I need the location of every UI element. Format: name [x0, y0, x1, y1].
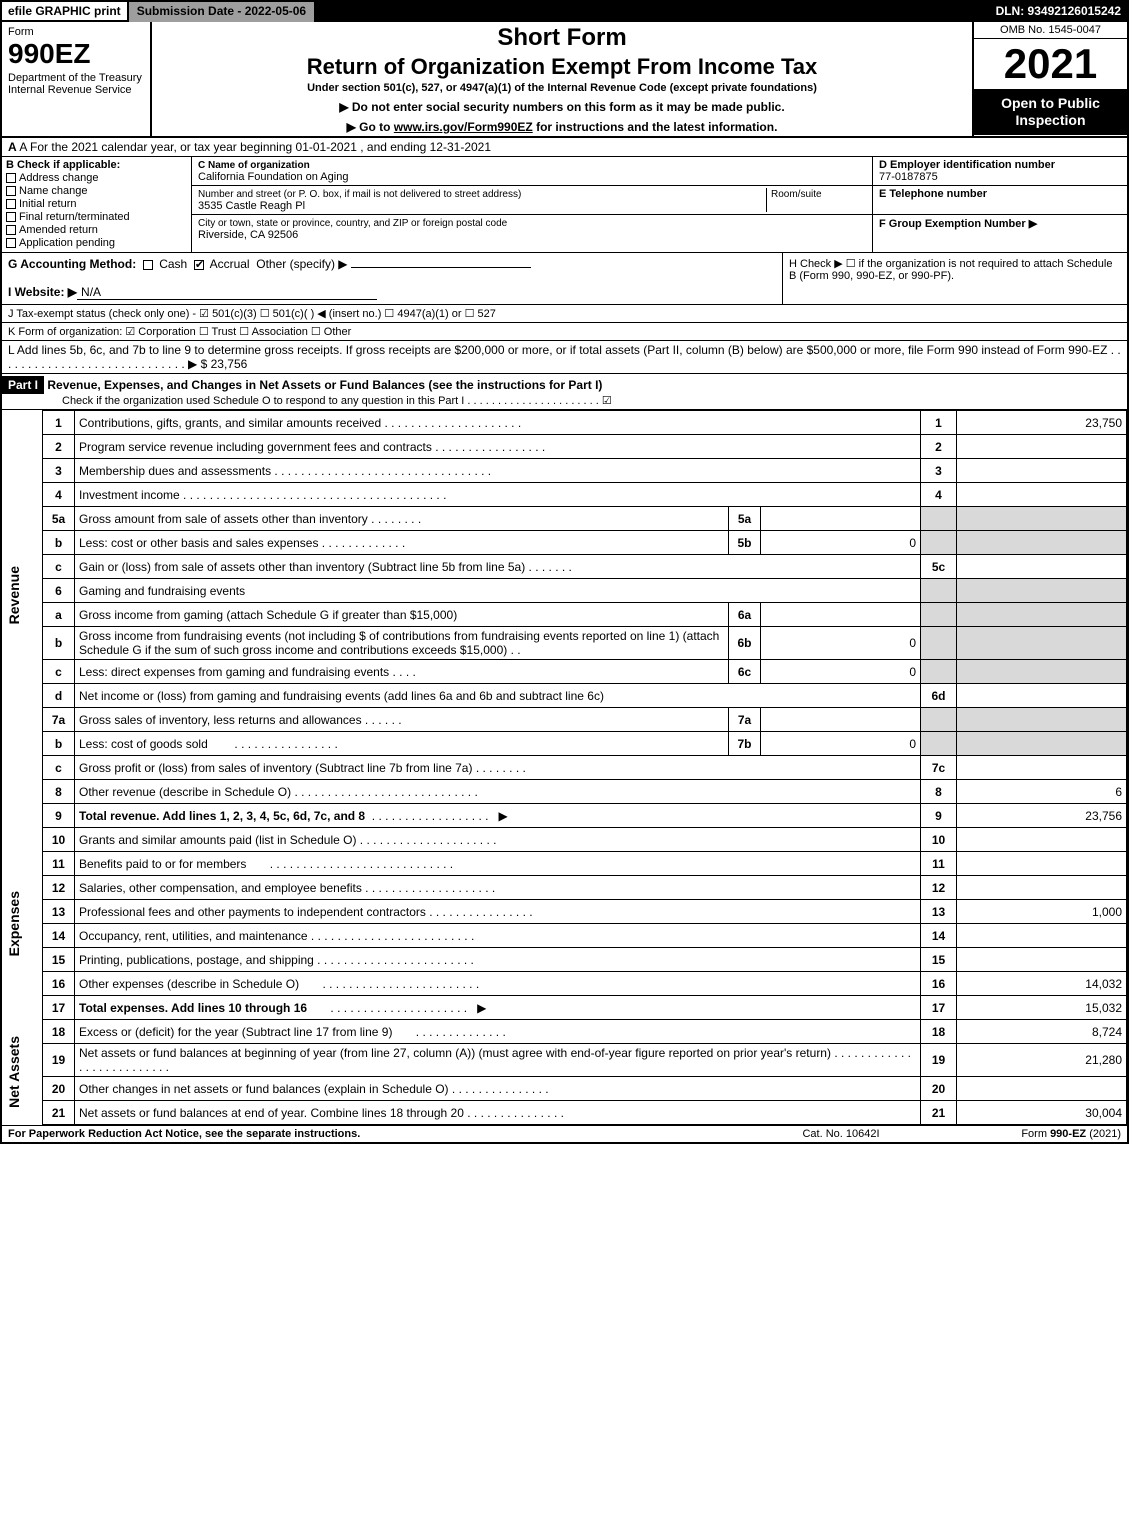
j-tax-exempt-status: J Tax-exempt status (check only one) - ☑…: [2, 305, 1127, 323]
form-header: Form 990EZ Department of the Treasury In…: [2, 22, 1127, 138]
paperwork-notice: For Paperwork Reduction Act Notice, see …: [8, 1128, 741, 1140]
url-note: ▶ Go to www.irs.gov/Form990EZ for instru…: [160, 120, 964, 134]
group-exemption-label: F Group Exemption Number ▶: [879, 218, 1037, 230]
part-i-header: Part I Revenue, Expenses, and Changes in…: [2, 374, 1127, 410]
cat-no: Cat. No. 10642I: [741, 1128, 941, 1140]
open-to-public: Open to Public Inspection: [974, 89, 1127, 135]
l-amount: 23,756: [211, 357, 248, 371]
revenue-table: Revenue 1Contributions, gifts, grants, a…: [2, 410, 1127, 1125]
form-990ez-page: efile GRAPHIC print Submission Date - 20…: [0, 0, 1129, 1144]
street-address: 3535 Castle Reagh Pl: [198, 200, 305, 212]
section-a: A A For the 2021 calendar year, or tax y…: [2, 138, 1127, 157]
form-label: Form: [8, 26, 144, 38]
checkbox-initial-return[interactable]: [6, 199, 16, 209]
part-i-sub: Check if the organization used Schedule …: [2, 394, 1127, 407]
department-label: Department of the Treasury Internal Reve…: [8, 72, 144, 96]
ssn-warning: ▶ Do not enter social security numbers o…: [160, 100, 964, 114]
g-h-row: G Accounting Method: Cash Accrual Other …: [2, 253, 1127, 305]
form-title: Return of Organization Exempt From Incom…: [160, 54, 964, 80]
g-accounting: G Accounting Method: Cash Accrual Other …: [2, 253, 782, 304]
form-ref: Form 990-EZ (2021): [941, 1128, 1121, 1140]
part-i-badge: Part I: [2, 376, 44, 394]
col-c: C Name of organization California Founda…: [192, 157, 872, 252]
url-pre: ▶ Go to: [347, 120, 394, 134]
room-label: Room/suite: [771, 189, 822, 200]
revenue-side-label: Revenue: [6, 566, 22, 624]
checkbox-address-change[interactable]: [6, 173, 16, 183]
telephone-label: E Telephone number: [879, 188, 987, 200]
expenses-side-label: Expenses: [6, 891, 22, 956]
form-number: 990EZ: [8, 38, 144, 70]
netassets-side-label: Net Assets: [6, 1036, 22, 1108]
header-right: OMB No. 1545-0047 2021 Open to Public In…: [972, 22, 1127, 136]
submission-date: Submission Date - 2022-05-06: [127, 2, 316, 22]
header-left: Form 990EZ Department of the Treasury In…: [2, 22, 152, 136]
info-block: B Check if applicable: Address change Na…: [2, 157, 1127, 253]
checkbox-final-return[interactable]: [6, 212, 16, 222]
efile-label: efile GRAPHIC print: [2, 2, 127, 22]
checkbox-amended-return[interactable]: [6, 225, 16, 235]
line1-val: 23,750: [957, 411, 1127, 435]
section-a-text: A For the 2021 calendar year, or tax yea…: [19, 140, 491, 154]
short-form-label: Short Form: [160, 24, 964, 52]
url-post: for instructions and the latest informat…: [533, 120, 778, 134]
dln-number: DLN: 93492126015242: [990, 2, 1127, 22]
checkbox-name-change[interactable]: [6, 186, 16, 196]
ein-value: 77-0187875: [879, 171, 938, 183]
org-name-label: C Name of organization: [198, 160, 310, 171]
top-bar: efile GRAPHIC print Submission Date - 20…: [2, 2, 1127, 22]
h-schedule-b: H Check ▶ ☐ if the organization is not r…: [782, 253, 1127, 304]
addr-label: Number and street (or P. O. box, if mail…: [198, 189, 521, 200]
col-d: D Employer identification number 77-0187…: [872, 157, 1127, 252]
omb-number: OMB No. 1545-0047: [974, 22, 1127, 39]
page-footer: For Paperwork Reduction Act Notice, see …: [2, 1125, 1127, 1142]
org-name: California Foundation on Aging: [198, 171, 348, 183]
header-center: Short Form Return of Organization Exempt…: [152, 22, 972, 136]
city-state-zip: Riverside, CA 92506: [198, 229, 298, 241]
ein-label: D Employer identification number: [879, 159, 1055, 171]
col-b: B Check if applicable: Address change Na…: [2, 157, 192, 252]
checkbox-cash[interactable]: [143, 260, 153, 270]
tax-year: 2021: [974, 39, 1127, 89]
l-gross-receipts: L Add lines 5b, 6c, and 7b to line 9 to …: [2, 341, 1127, 374]
website-value: N/A: [77, 285, 377, 300]
form-subtitle: Under section 501(c), 527, or 4947(a)(1)…: [160, 82, 964, 94]
k-form-of-org: K Form of organization: ☑ Corporation ☐ …: [2, 323, 1127, 341]
part-i-title: Revenue, Expenses, and Changes in Net As…: [47, 378, 602, 392]
irs-url[interactable]: www.irs.gov/Form990EZ: [394, 120, 533, 134]
col-b-title: B Check if applicable:: [6, 159, 120, 171]
checkbox-application-pending[interactable]: [6, 238, 16, 248]
checkbox-accrual[interactable]: [194, 260, 204, 270]
spacer: [316, 2, 989, 22]
city-label: City or town, state or province, country…: [198, 218, 507, 229]
